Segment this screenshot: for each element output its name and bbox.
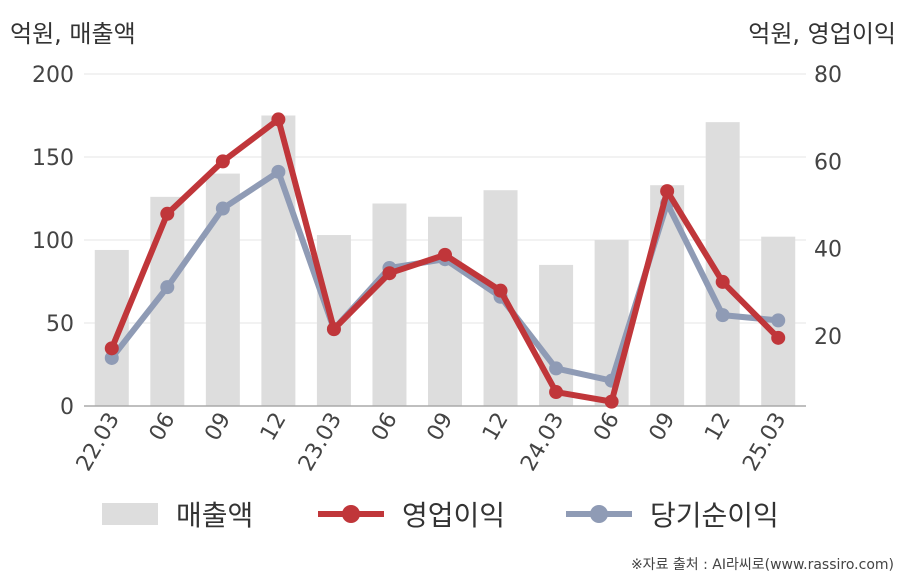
right-tick-label: 80 <box>814 63 842 88</box>
left-tick-label: 0 <box>60 395 74 420</box>
data-point <box>271 112 286 127</box>
data-point <box>604 394 619 409</box>
bar <box>94 249 129 406</box>
bar <box>372 203 407 406</box>
data-point <box>104 341 119 356</box>
data-point <box>271 164 286 179</box>
right-tick-label: 60 <box>814 150 842 175</box>
data-point <box>771 330 786 345</box>
legend-item-operating-profit: 영업이익 <box>318 492 505 536</box>
data-point <box>104 350 119 365</box>
right-tick-label: 40 <box>814 238 842 263</box>
left-tick-label: 50 <box>46 312 74 337</box>
x-tick-label: 06 <box>367 409 403 446</box>
x-tick-label: 12 <box>478 409 514 446</box>
data-point <box>549 361 564 376</box>
data-point <box>215 154 230 169</box>
legend-label-revenue: 매출액 <box>176 499 254 532</box>
left-axis-title: 억원, 매출액 <box>10 20 136 48</box>
x-tick-label: 23.03 <box>294 409 347 476</box>
legend-item-net-income: 당기순이익 <box>566 492 779 536</box>
data-point <box>771 313 786 328</box>
bar <box>428 216 462 406</box>
data-point <box>438 247 452 262</box>
legend: 매출액 영업이익 당기순이익 <box>0 492 908 536</box>
data-point <box>715 274 730 289</box>
bar <box>650 185 685 406</box>
source-note: ※자료 출처 : AI라씨로(www.rassiro.com) <box>630 557 894 573</box>
left-tick-label: 100 <box>32 229 74 254</box>
legend-swatch-net-income <box>566 503 632 525</box>
data-point <box>160 206 175 221</box>
data-point <box>326 322 341 337</box>
data-point <box>549 385 564 400</box>
x-tick-label: 25.03 <box>738 409 791 476</box>
legend-item-revenue: 매출액 <box>102 492 253 536</box>
legend-swatch-revenue <box>102 503 158 525</box>
x-tick-label: 06 <box>145 409 181 446</box>
x-tick-label: 22.03 <box>72 409 125 476</box>
left-tick-label: 150 <box>32 146 74 171</box>
data-point <box>382 266 397 281</box>
right-tick-label: 20 <box>814 325 842 350</box>
data-point <box>493 283 508 298</box>
x-tick-label: 24.03 <box>516 409 569 476</box>
x-tick-label: 09 <box>645 409 681 446</box>
data-point <box>715 308 730 323</box>
x-tick-label: 09 <box>200 409 236 446</box>
x-tick-label: 09 <box>423 409 459 446</box>
data-point <box>160 280 175 295</box>
data-point <box>215 201 230 216</box>
legend-label-operating-profit: 영업이익 <box>402 499 506 532</box>
x-tick-label: 12 <box>256 409 292 446</box>
x-tick-label: 12 <box>700 409 736 446</box>
right-axis-title: 억원, 영업이익 <box>748 20 896 48</box>
legend-label-net-income: 당기순이익 <box>650 499 779 532</box>
x-tick-label: 06 <box>589 409 625 446</box>
data-point <box>660 184 675 199</box>
bar <box>539 264 574 406</box>
left-tick-label: 200 <box>32 63 74 88</box>
legend-swatch-operating-profit <box>318 503 384 525</box>
